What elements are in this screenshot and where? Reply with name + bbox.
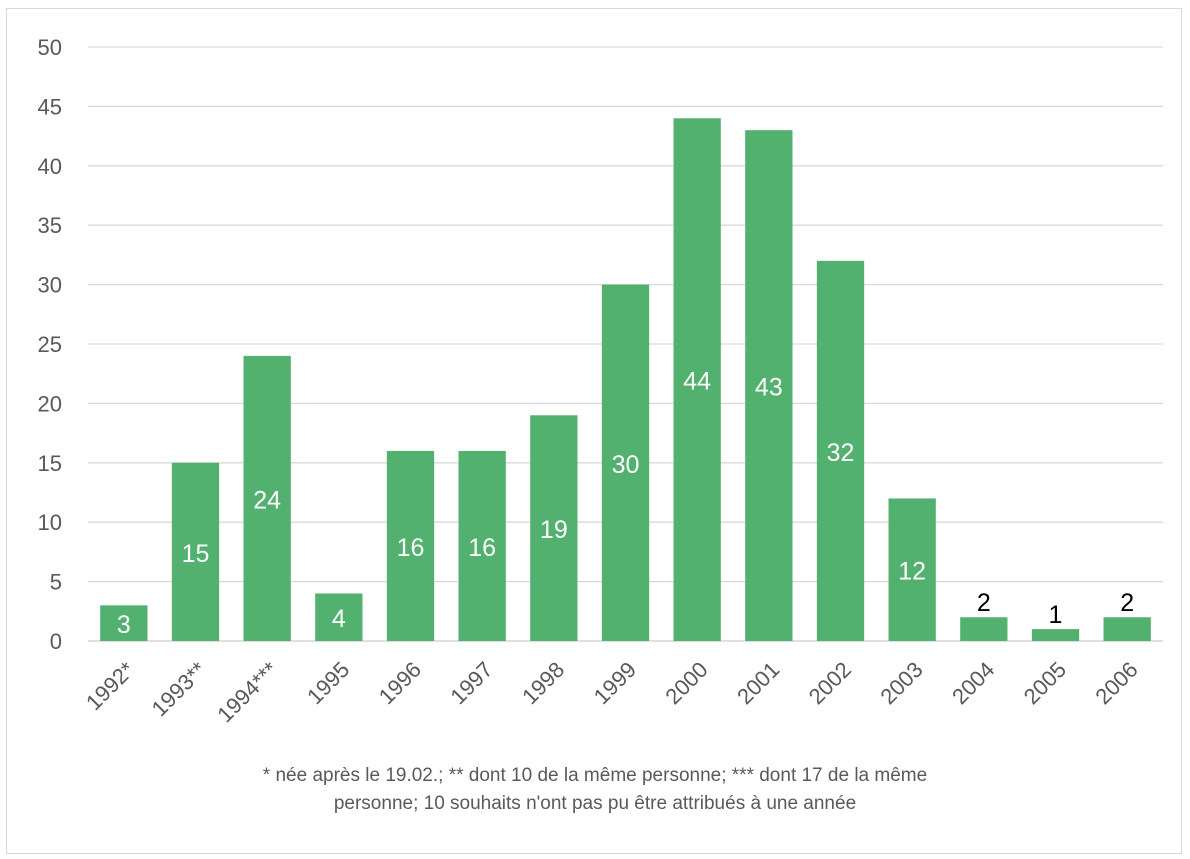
y-tick-label: 0 [50, 629, 62, 654]
bar [673, 118, 721, 641]
y-tick-label: 40 [38, 154, 62, 179]
x-tick-label: 2006 [1090, 657, 1142, 709]
y-tick-label: 30 [38, 273, 62, 298]
bar [458, 450, 506, 641]
bar [1103, 617, 1151, 641]
y-tick-label: 50 [38, 35, 62, 60]
footnote-line-1: * née après le 19.02.; ** dont 10 de la … [262, 765, 928, 786]
x-tick-label: 2005 [1019, 657, 1071, 709]
x-tick-label: 1998 [517, 657, 569, 709]
x-tick-label: 2003 [875, 657, 927, 709]
y-tick-label: 25 [38, 332, 62, 357]
y-tick-label: 15 [38, 451, 62, 476]
data-label: 4 [332, 605, 346, 633]
bars [100, 118, 1151, 641]
data-label: 19 [540, 516, 568, 544]
y-tick-label: 20 [38, 391, 62, 416]
x-tick-label: 1994*** [212, 657, 283, 728]
bar [745, 130, 793, 641]
x-tick-label: 1993** [147, 657, 212, 722]
data-label: 44 [683, 368, 711, 396]
bar [171, 462, 220, 641]
x-tick-label: 1995 [302, 657, 354, 709]
x-tick-label: 1997 [445, 657, 497, 709]
bar [601, 284, 650, 641]
bar-chart: 0 5 10 15 20 25 30 35 40 45 50 3 15 24 4 16 16 19 30 44 43 3… [38, 35, 1163, 728]
bar [386, 450, 435, 641]
data-label: 32 [827, 439, 855, 467]
y-tick-label: 45 [38, 94, 62, 119]
y-tick-label: 35 [38, 213, 62, 238]
y-tick-label: 5 [50, 570, 62, 595]
bar [816, 260, 865, 641]
x-tick-label: 2000 [660, 657, 712, 709]
bar [530, 415, 578, 641]
bar [888, 498, 936, 641]
bar [315, 593, 363, 641]
data-label: 3 [117, 611, 131, 639]
bar [960, 617, 1008, 641]
data-label: 24 [253, 486, 281, 514]
bar [1031, 629, 1080, 641]
data-label: 16 [468, 534, 496, 562]
data-label: 2 [977, 589, 991, 617]
bar [100, 605, 148, 641]
x-tick-label: 2004 [947, 657, 999, 709]
data-label: 43 [755, 374, 783, 402]
x-tick-label: 2002 [804, 657, 856, 709]
data-label: 2 [1120, 589, 1134, 617]
x-tick-label: 2001 [732, 657, 784, 709]
x-tick-label: 1996 [374, 657, 426, 709]
y-tick-label: 10 [38, 510, 62, 535]
x-axis-tick-labels: 1992* 1993** 1994*** 1995 1996 1997 1998 1999 20… [81, 657, 1143, 728]
x-tick-label: 1999 [589, 657, 641, 709]
x-tick-label: 1992* [81, 657, 140, 716]
chart-frame [6, 8, 1182, 854]
data-label: 1 [1049, 601, 1063, 629]
data-label: 12 [898, 558, 926, 586]
data-label: 16 [397, 534, 425, 562]
data-label: 15 [182, 540, 210, 568]
data-label: 30 [612, 451, 640, 479]
footnote-line-2: personne; 10 souhaits n'ont pas pu être … [333, 793, 857, 814]
bar [243, 355, 291, 641]
y-axis-tick-labels: 0 5 10 15 20 25 30 35 40 45 50 [38, 35, 62, 654]
footnote: * née après le 19.02.; ** dont 10 de la … [0, 762, 1190, 818]
